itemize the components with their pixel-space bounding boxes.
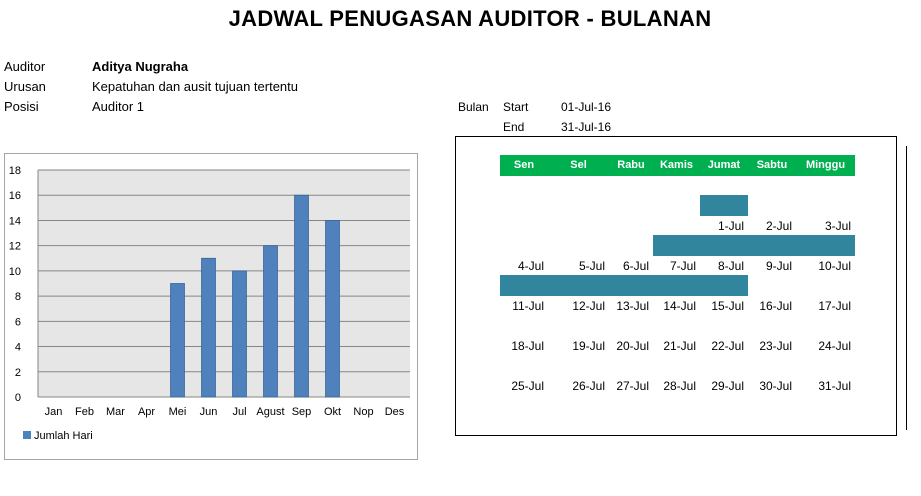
calendar-date: 12-Jul [572,299,605,313]
y-tick-label: 0 [15,392,21,404]
calendar-day-header: Jumat [707,159,741,171]
bulan-label: Bulan [458,100,489,114]
bar [232,270,247,398]
x-tick-label: Jul [232,406,246,418]
bar [170,283,185,398]
calendar-date: 9-Jul [765,259,792,273]
calendar-date: 22-Jul [711,339,744,353]
bar-chart: 0 2 4 6 8 10 12 14 16 18 Jan Feb Mar Apr Mei Jun Jul Agus… [4,153,418,460]
calendar-date: 18-Jul [511,339,544,353]
legend-label: Jumlah Hari [34,430,93,442]
calendar-day-header: Sabtu [756,159,788,171]
bar-chart-svg: 0 2 4 6 8 10 12 14 16 18 Jan Feb Mar Apr Mei Jun Jul Agus… [9,165,410,418]
calendar-shadow [906,146,907,430]
calendar-date: 5-Jul [578,259,605,273]
calendar-date: 4-Jul [517,259,544,273]
y-tick-label: 4 [15,342,21,354]
x-tick-label: Mei [169,406,187,418]
y-tick-label: 2 [15,367,21,379]
x-tick-label: Okt [324,406,341,418]
page-title: JADWAL PENUGASAN AUDITOR - BULANAN [228,6,712,31]
start-label: Start [503,100,529,114]
calendar-date: 17-Jul [818,299,851,313]
x-tick-label: Jun [200,406,218,418]
calendar-date: 27-Jul [616,379,649,393]
assignment-bar [700,195,748,216]
y-tick-label: 6 [15,316,21,328]
calendar-date: 8-Jul [717,259,744,273]
info-block: Auditor Aditya Nugraha Urusan Kepatuhan … [4,59,424,119]
urusan-label: Urusan [4,79,46,94]
chart-legend: Jumlah Hari [23,430,93,442]
calendar-date: 30-Jul [759,379,792,393]
calendar-date: 13-Jul [616,299,649,313]
y-tick-label: 14 [9,215,21,227]
calendar-date: 1-Jul [717,219,744,233]
y-tick-label: 18 [9,165,21,177]
calendar-date: 7-Jul [669,259,696,273]
x-tick-label: Jan [45,406,63,418]
bar [263,245,278,398]
calendar-day-header: Kamis [659,159,694,171]
calendar-date: 11-Jul [512,299,544,313]
calendar-date: 3-Jul [824,219,851,233]
calendar-date: 20-Jul [616,339,649,353]
x-tick-label: Mar [106,406,125,418]
calendar-date: 10-Jul [818,259,851,273]
y-tick-label: 8 [15,291,21,303]
calendar-date: 14-Jul [663,299,696,313]
calendar-date: 15-Jul [711,299,744,313]
auditor-label: Auditor [4,59,46,74]
y-tick-label: 10 [9,266,21,278]
calendar-date: 6-Jul [622,259,649,273]
calendar-date: 21-Jul [663,339,696,353]
x-tick-label: Nop [353,406,373,418]
calendar-date: 28-Jul [663,379,696,393]
posisi-label: Posisi [4,99,39,114]
start-value: 01-Jul-16 [561,100,612,114]
calendar-date: 26-Jul [572,379,605,393]
calendar-date: 2-Jul [765,219,792,233]
posisi-value: Auditor 1 [92,99,145,114]
calendar-header: Sen Sel Rabu Kamis Jumat Sabtu Minggu [500,155,855,176]
x-tick-label: Des [385,406,405,418]
y-tick-label: 12 [9,241,21,253]
bar [294,194,309,398]
auditor-value: Aditya Nugraha [92,59,189,74]
end-label: End [503,120,525,134]
calendar-date: 19-Jul [572,339,605,353]
x-tick-label: Sep [292,406,312,418]
end-value: 31-Jul-16 [561,120,612,134]
bar [201,257,216,398]
calendar-date: 16-Jul [759,299,792,313]
calendar-date: 29-Jul [711,379,744,393]
calendar-date: 23-Jul [759,339,792,353]
assignment-bar [653,235,855,256]
calendar-day-header: Sel [570,159,587,171]
calendar-day-header: Minggu [805,159,846,171]
calendar-day-header: Rabu [617,159,645,171]
legend-swatch [23,431,31,439]
calendar-date: 24-Jul [818,339,851,353]
x-tick-label: Feb [75,406,94,418]
assignment-bar [500,275,748,296]
urusan-value: Kepatuhan dan ausit tujuan tertentu [92,79,298,94]
bar [325,220,340,398]
calendar-date: 25-Jul [511,379,544,393]
y-tick-label: 16 [9,190,21,202]
calendar-day-header: Sen [513,159,535,171]
x-tick-label: Apr [138,406,155,418]
plot-area [38,170,410,397]
calendar-date: 31-Jul [818,379,851,393]
x-tick-label: Agust [256,406,284,418]
